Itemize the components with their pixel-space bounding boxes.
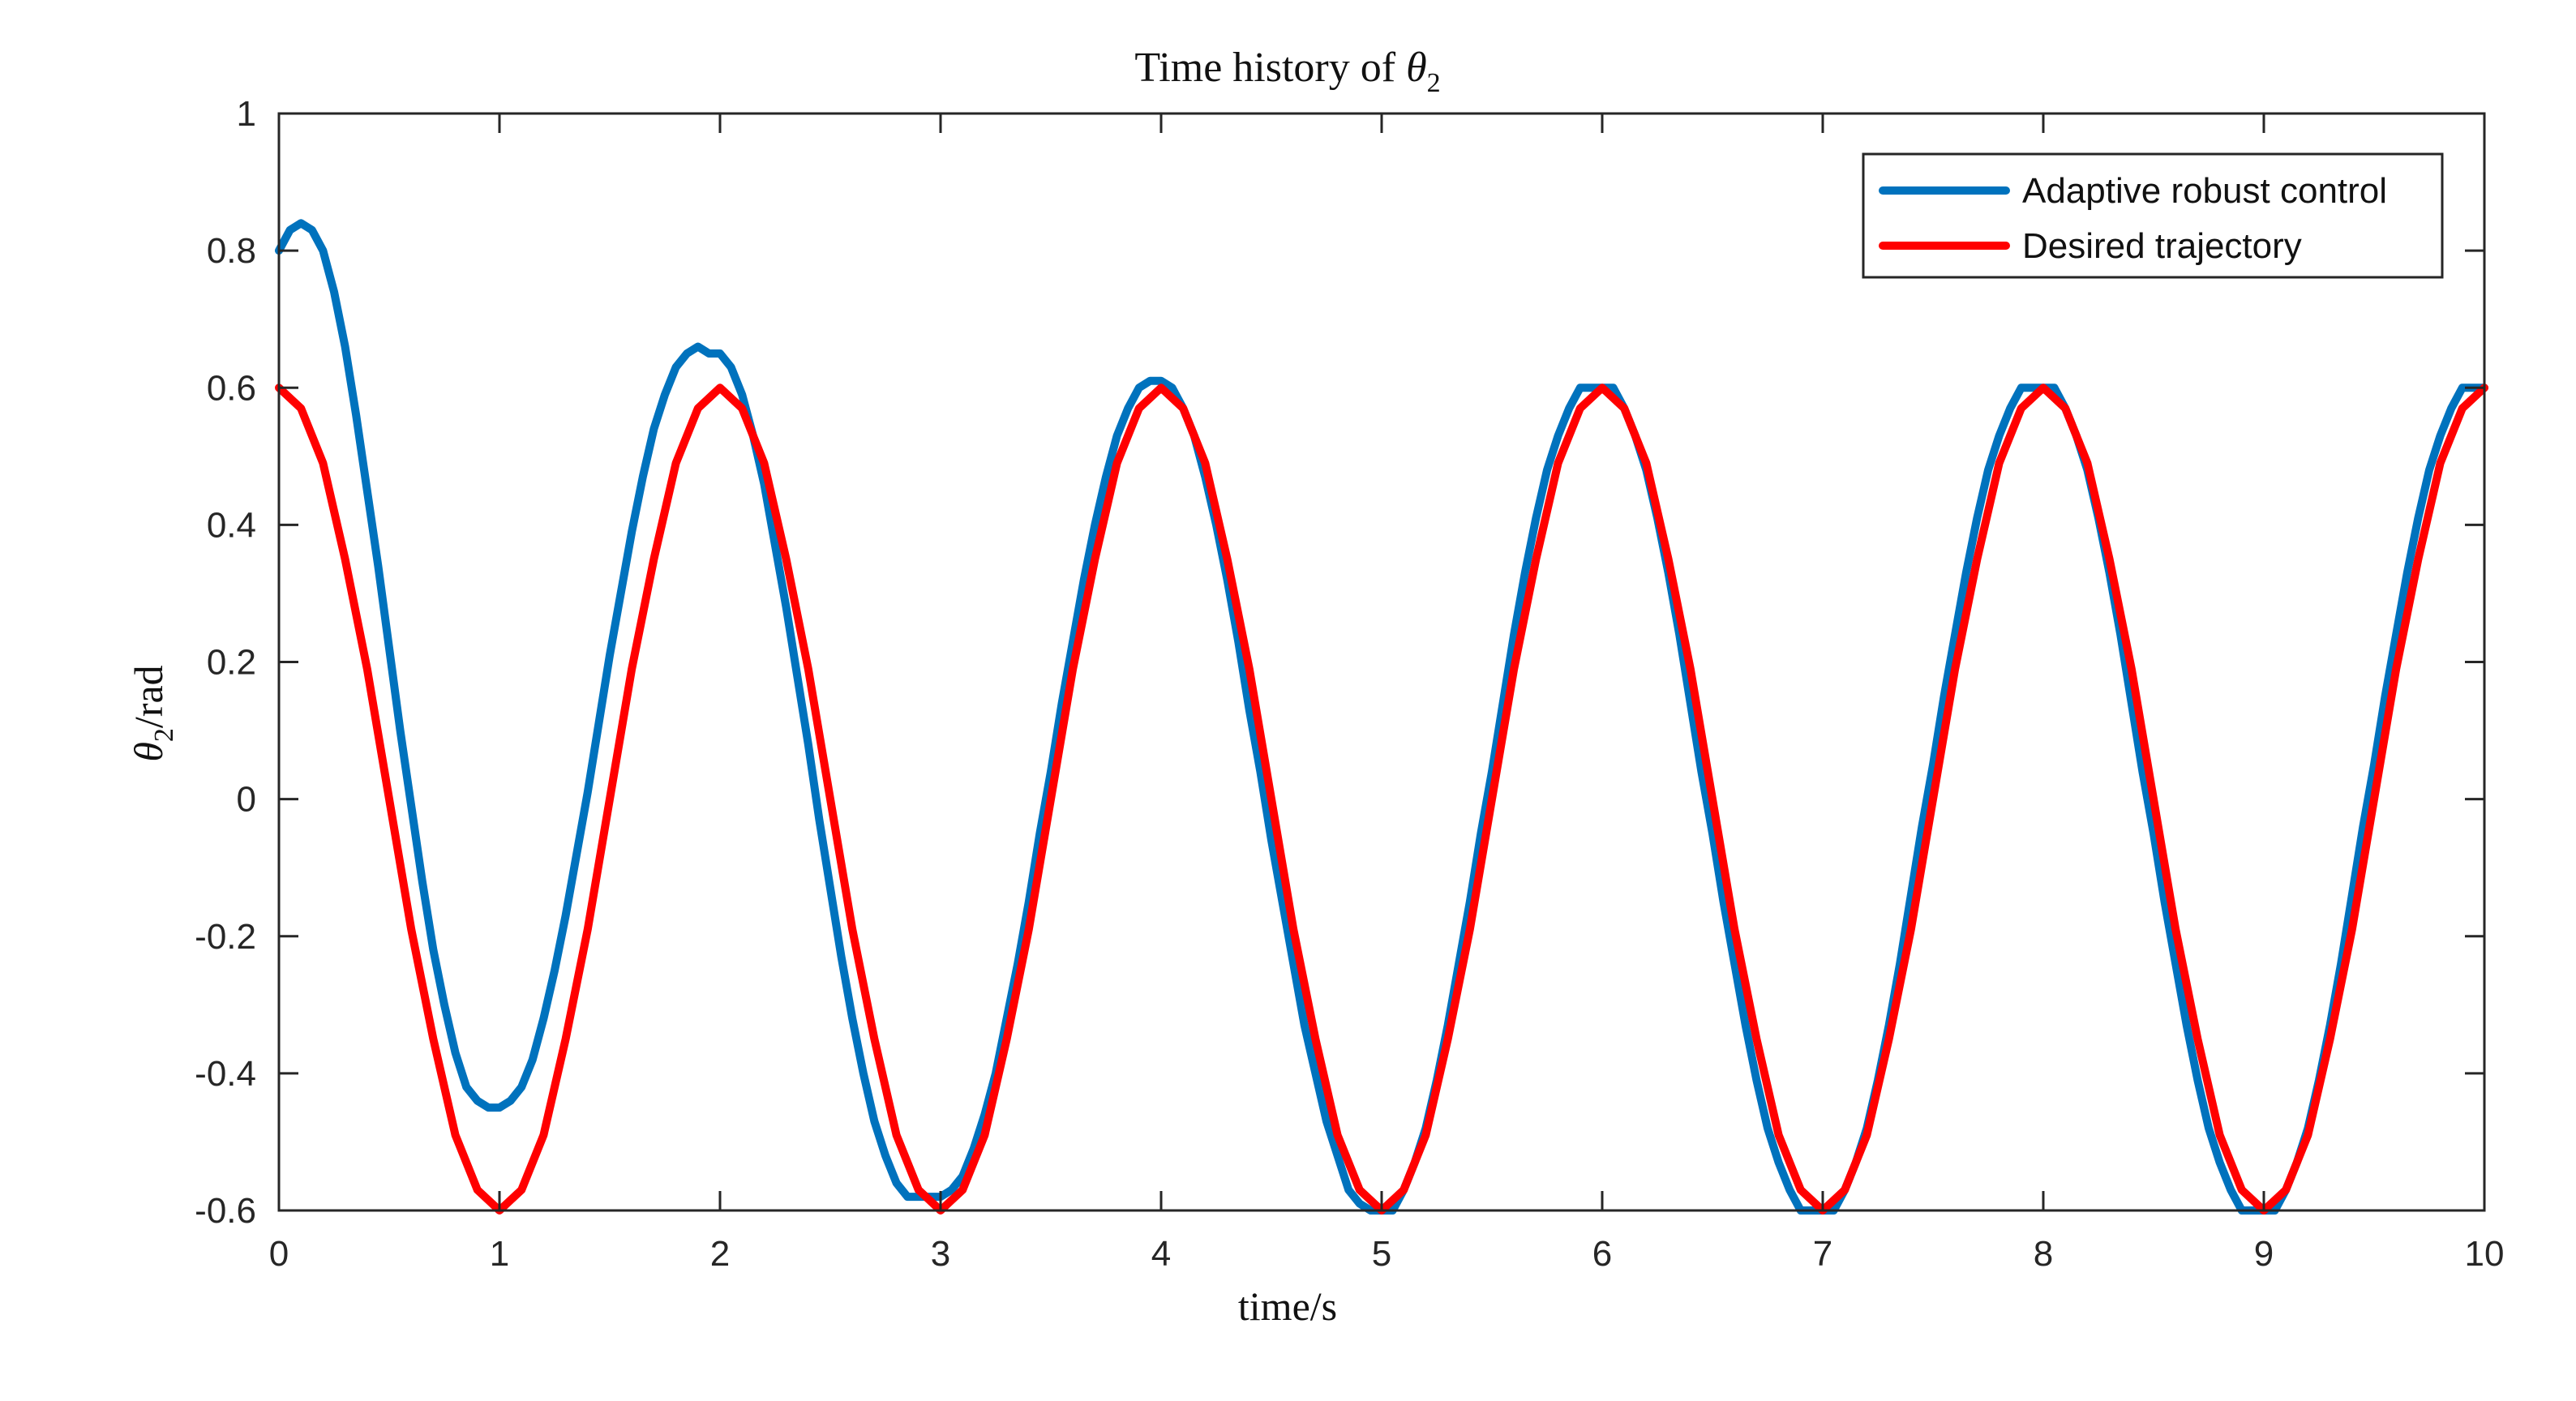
plot-background	[279, 114, 2484, 1210]
chart-title-symbol: θ	[1406, 45, 1427, 91]
x-tick-label: 4	[1151, 1234, 1171, 1274]
plot-area	[275, 114, 2488, 1215]
x-axis-label: time/s	[1238, 1283, 1337, 1329]
legend-label-desired-trajectory: Desired trajectory	[2022, 226, 2302, 266]
y-axis-label: θ2/rad	[126, 665, 179, 761]
x-tick-label: 9	[2254, 1234, 2274, 1274]
legend-label-adaptive-robust-control: Adaptive robust control	[2022, 171, 2387, 211]
y-axis-label-subscript: 2	[149, 728, 179, 742]
x-tick-label: 7	[1813, 1234, 1832, 1274]
x-tick-label: 0	[269, 1234, 289, 1274]
y-axis-label-suffix: /rad	[126, 665, 171, 728]
chart-title: Time history of θ2	[1134, 45, 1440, 98]
y-tick-label: 0.8	[207, 231, 256, 271]
x-tick-label: 5	[1372, 1234, 1391, 1274]
x-tick-label: 2	[710, 1234, 730, 1274]
x-tick-label: 10	[2465, 1234, 2505, 1274]
y-tick-label: -0.4	[195, 1054, 256, 1094]
x-tick-label: 6	[1592, 1234, 1612, 1274]
y-tick-label: -0.2	[195, 917, 256, 957]
y-tick-label: 0.2	[207, 643, 256, 683]
y-axis-label-symbol: θ	[126, 742, 171, 762]
y-tick-label: 1	[237, 94, 256, 134]
x-tick-label: 1	[490, 1234, 509, 1274]
chart-title-subscript: 2	[1427, 68, 1441, 98]
y-tick-label: -0.6	[195, 1191, 256, 1231]
x-tick-label: 8	[2034, 1234, 2053, 1274]
y-tick-label: 0.4	[207, 505, 256, 545]
legend-box	[1862, 152, 2444, 279]
legend: Adaptive robust control Desired trajector…	[1862, 152, 2444, 279]
y-tick-label: 0.6	[207, 368, 256, 408]
axes: 0 1 2 3 4 5 6 7 8 9 10 -0.6 -0.4 -0.2 0 0.2 0.4 0.6 0.8 1	[195, 94, 2504, 1274]
y-tick-label: 0	[237, 780, 256, 820]
chart-title-prefix: Time history of	[1134, 45, 1406, 91]
x-tick-label: 3	[931, 1234, 950, 1274]
